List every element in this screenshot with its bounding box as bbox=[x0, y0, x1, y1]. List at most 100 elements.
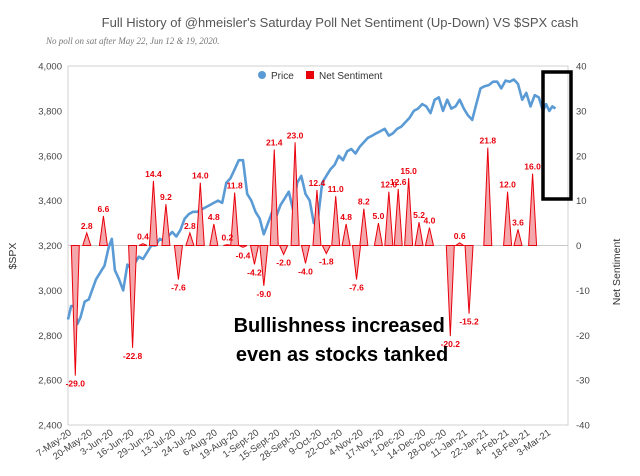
legend-sentiment-marker bbox=[306, 71, 314, 79]
sentiment-data-label: -1.8 bbox=[319, 257, 334, 267]
legend-price-marker bbox=[258, 71, 266, 79]
sentiment-data-label: 6.6 bbox=[98, 204, 110, 214]
sentiment-data-label: 11.8 bbox=[227, 181, 243, 191]
sentiment-data-label: 4.8 bbox=[208, 212, 220, 222]
sentiment-data-label: 0.6 bbox=[454, 231, 466, 241]
sentiment-data-label: -2.0 bbox=[276, 257, 291, 267]
y2-tick-label: -10 bbox=[576, 286, 590, 297]
legend: Price Net Sentiment bbox=[258, 71, 383, 82]
sentiment-spike bbox=[128, 245, 138, 348]
sentiment-spike bbox=[173, 245, 183, 280]
y-tick-label: 3,800 bbox=[38, 106, 62, 117]
sentiment-data-label: -4.0 bbox=[298, 266, 313, 276]
sentiment-data-label: 12.0 bbox=[499, 180, 516, 190]
sentiment-spike bbox=[503, 191, 513, 246]
sentiment-data-label: -29.0 bbox=[66, 379, 86, 389]
y-tick-label: 2,400 bbox=[38, 421, 62, 432]
sentiment-data-label: 8.2 bbox=[358, 197, 370, 207]
legend-sentiment-label: Net Sentiment bbox=[319, 71, 383, 82]
sentiment-data-label: 2.8 bbox=[184, 221, 196, 231]
sentiment-spike bbox=[513, 229, 523, 246]
sentiment-spike bbox=[195, 182, 205, 246]
annotation-text: Bullishness increased even as stocks tan… bbox=[234, 315, 451, 366]
sentiment-spike bbox=[445, 245, 455, 337]
sentiment-spike bbox=[373, 222, 384, 246]
y2-tick-label: -30 bbox=[576, 376, 590, 387]
sentiment-data-label: -22.8 bbox=[123, 351, 143, 361]
sentiment-data-label: 5.0 bbox=[373, 211, 385, 221]
y-tick-label: 3,600 bbox=[38, 151, 62, 162]
sentiment-spike bbox=[312, 189, 322, 246]
sentiment-spike bbox=[259, 245, 269, 286]
sentiment-spike bbox=[98, 215, 108, 246]
sentiment-spike bbox=[82, 231, 92, 246]
highlight-box bbox=[541, 70, 573, 201]
sentiment-spike bbox=[414, 222, 424, 246]
sentiment-spike bbox=[393, 188, 403, 246]
sentiment-data-label: 12.4 bbox=[309, 178, 326, 188]
sentiment-spike bbox=[290, 142, 300, 246]
sentiment-spike bbox=[341, 223, 351, 246]
y2-tick-label: 10 bbox=[576, 196, 587, 207]
sentiment-spike bbox=[331, 196, 341, 246]
y2-tick-label: 20 bbox=[576, 151, 587, 162]
sentiment-spike bbox=[454, 242, 466, 246]
sentiment-spike bbox=[238, 245, 248, 248]
sentiment-data-label: 15.0 bbox=[400, 166, 417, 176]
y-tick-label: 3,200 bbox=[38, 241, 62, 252]
sentiment-spike bbox=[161, 204, 171, 246]
sentiment-data-label: -9.0 bbox=[257, 289, 272, 299]
sentiment-data-label: -20.2 bbox=[441, 339, 461, 349]
y2-tick-label: -40 bbox=[576, 421, 590, 432]
sentiment-data-label: 16.0 bbox=[524, 162, 541, 172]
sentiment-data-label: 4.0 bbox=[424, 216, 436, 226]
annotation-line-1: Bullishness increased bbox=[234, 315, 445, 337]
sentiment-spike bbox=[384, 191, 394, 246]
sentiment-data-label: 4.8 bbox=[340, 212, 352, 222]
sentiment-spike bbox=[70, 245, 80, 376]
chart-title: Full History of @hmeisler's Saturday Pol… bbox=[102, 15, 579, 30]
sentiment-data-label: 12.0 bbox=[381, 180, 398, 190]
sentiment-spike bbox=[249, 245, 260, 265]
sentiment-spike bbox=[483, 147, 493, 246]
sentiment-data-label: 14.4 bbox=[145, 169, 162, 179]
sentiment-spike bbox=[138, 243, 148, 246]
sentiment-data-label: 5.2 bbox=[413, 210, 425, 220]
legend-price-label: Price bbox=[271, 71, 294, 82]
annotation-line-2: even as stocks tanked bbox=[236, 344, 448, 366]
sentiment-spike bbox=[185, 231, 195, 246]
sentiment-spike bbox=[278, 245, 289, 256]
sentiment-spike bbox=[300, 245, 311, 264]
sentiment-data-label: 0.4 bbox=[137, 232, 149, 242]
sentiment-spike bbox=[404, 178, 414, 246]
sentiment-spike bbox=[321, 245, 332, 255]
sentiment-data-label: 0.2 bbox=[221, 233, 233, 243]
sentiment-spike bbox=[230, 192, 240, 246]
y2-tick-label: 0 bbox=[576, 241, 581, 252]
y-tick-label: 2,800 bbox=[38, 331, 62, 342]
sentiment-data-label: 3.6 bbox=[512, 217, 524, 227]
sentiment-data-label: -4.2 bbox=[247, 267, 262, 277]
sentiment-data-label: -15.2 bbox=[459, 317, 479, 327]
sentiment-spike bbox=[209, 223, 219, 246]
sentiment-spike bbox=[528, 173, 538, 246]
price-line bbox=[66, 78, 557, 326]
sentiment-data-label: 2.8 bbox=[81, 221, 93, 231]
sentiment-data-label: 11.0 bbox=[328, 184, 344, 194]
sentiment-spike bbox=[359, 208, 369, 246]
y-tick-label: 2,600 bbox=[38, 376, 62, 387]
y-tick-label: 3,000 bbox=[38, 286, 62, 297]
sentiment-data-label: 21.8 bbox=[480, 136, 497, 146]
sentiment-spike bbox=[424, 227, 435, 246]
y2-tick-label: 40 bbox=[576, 62, 587, 73]
sentiment-data-label: 12.6 bbox=[390, 177, 407, 187]
y-tick-label: 3,400 bbox=[38, 196, 62, 207]
sentiment-data-label: 23.0 bbox=[287, 130, 304, 140]
sentiment-spike bbox=[148, 180, 158, 246]
sentiment-spike bbox=[223, 244, 232, 246]
sentiment-data-label: -7.6 bbox=[349, 283, 364, 293]
chart-subtitle: No poll on sat after May 22, Jun 12 & 19… bbox=[45, 36, 220, 46]
sentiment-data-label: 9.2 bbox=[160, 192, 172, 202]
y-tick-label: 4,000 bbox=[38, 62, 62, 73]
